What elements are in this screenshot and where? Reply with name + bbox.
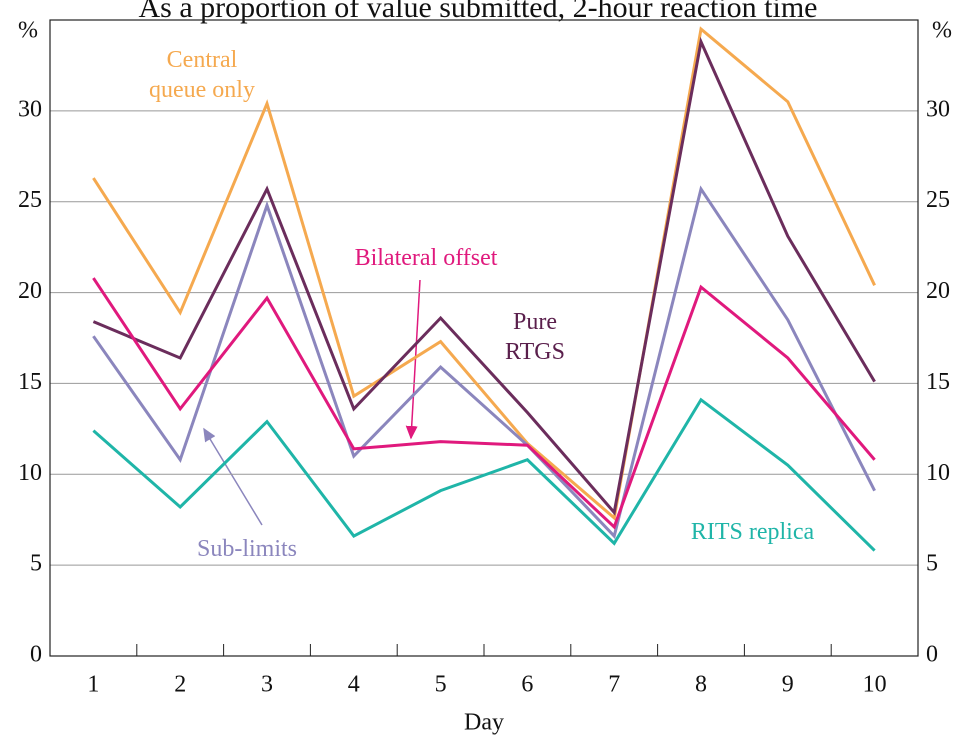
series-label: Bilateral offset <box>354 245 498 271</box>
x-tick-label: 1 <box>87 672 99 698</box>
x-tick-label: 4 <box>348 672 360 698</box>
series-label: Pure RTGS <box>505 309 565 365</box>
chart-title: As a proportion of value submitted, 2-ho… <box>139 0 818 24</box>
series-line <box>92 26 876 521</box>
x-tick-label: 7 <box>608 672 620 698</box>
y-tick-label: 20 <box>18 278 42 304</box>
y2-tick-label: 5 <box>926 551 938 577</box>
y-tick-label: 30 <box>18 96 42 122</box>
y2-tick-label: 30 <box>926 96 950 122</box>
series-label: Central queue only <box>149 47 255 103</box>
y2-tick-label: 10 <box>926 460 950 486</box>
y2-tick-label: 0 <box>926 642 938 668</box>
y2-tick-label: 15 <box>926 369 950 395</box>
series-line <box>92 277 876 530</box>
y-unit: % <box>18 18 38 44</box>
x-tick-label: 6 <box>521 672 533 698</box>
x-tick-label: 3 <box>261 672 273 698</box>
series-line <box>92 36 876 516</box>
x-tick-label: 10 <box>863 672 887 698</box>
series-line <box>92 185 876 540</box>
y2-tick-label: 25 <box>926 187 950 213</box>
series-label: Sub-limits <box>196 536 298 562</box>
x-tick-label: 8 <box>695 672 707 698</box>
y-tick-label: 25 <box>18 187 42 213</box>
x-tick-label: 2 <box>174 672 186 698</box>
y-tick-label: 10 <box>18 460 42 486</box>
series-line <box>92 397 876 552</box>
y-tick-label: 15 <box>18 369 42 395</box>
annotation-arrow <box>203 427 263 526</box>
y2-unit: % <box>932 18 952 44</box>
series-label: RITS replica <box>690 519 815 545</box>
x-tick-label: 5 <box>435 672 447 698</box>
x-tick-label: 9 <box>782 672 794 698</box>
y-tick-label: 5 <box>30 551 42 577</box>
x-axis-label: Day <box>464 710 504 736</box>
y-tick-label: 0 <box>30 642 42 668</box>
y2-tick-label: 20 <box>926 278 950 304</box>
